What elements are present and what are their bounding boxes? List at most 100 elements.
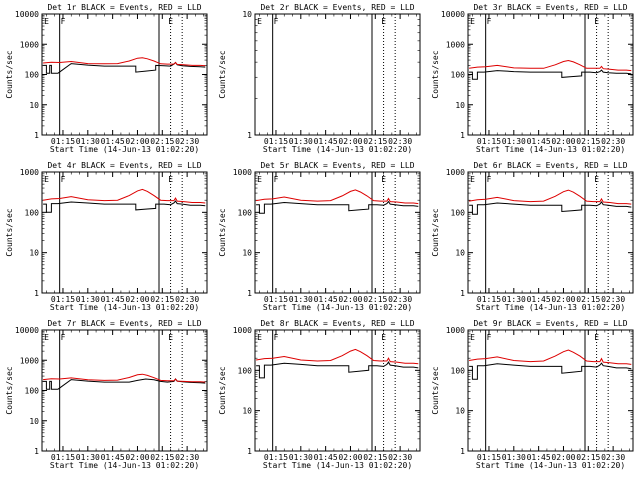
x-tick-label: 01:30 bbox=[502, 453, 526, 462]
marker-e: E bbox=[257, 17, 262, 26]
x-tick-label: 02:15 bbox=[576, 453, 600, 462]
marker-f: F bbox=[61, 175, 66, 184]
plot-frame bbox=[467, 329, 634, 452]
chart-det-7: Det 7r BLACK = Events, RED = LLD 1 10 100 10… bbox=[5, 319, 208, 470]
x-tick-label: 01:30 bbox=[289, 453, 313, 462]
y-tick-label: 10 bbox=[29, 417, 39, 426]
chart-title: Det 3r BLACK = Events, RED = LLD bbox=[473, 3, 627, 12]
y-tick-label: 100 bbox=[451, 71, 466, 80]
x-tick-label: 01:15 bbox=[264, 137, 288, 146]
x-tick-label: 01:45 bbox=[314, 295, 338, 304]
x-tick-label: 01:45 bbox=[101, 453, 125, 462]
events-series-line bbox=[43, 378, 206, 390]
x-tick-label: 01:30 bbox=[76, 295, 100, 304]
x-tick-label: 01:15 bbox=[264, 295, 288, 304]
lld-series-line bbox=[256, 189, 419, 205]
events-series-line bbox=[43, 61, 206, 74]
x-tick-label: 01:15 bbox=[51, 295, 75, 304]
events-series-line bbox=[43, 200, 206, 213]
marker-f: F bbox=[487, 175, 492, 184]
y-tick-label: 10000 bbox=[15, 10, 39, 19]
x-tick-label: 01:45 bbox=[527, 137, 551, 146]
x-tick-label: 01:30 bbox=[502, 295, 526, 304]
y-tick-label: 1000 bbox=[446, 40, 465, 49]
y-axis-label: Counts/sec bbox=[431, 366, 440, 414]
y-tick-label: 1 bbox=[34, 131, 39, 140]
marker-e: E bbox=[44, 17, 49, 26]
x-tick-label: 01:30 bbox=[289, 295, 313, 304]
marker-e: E bbox=[470, 333, 475, 342]
chart-title: Det 4r BLACK = Events, RED = LLD bbox=[47, 161, 201, 170]
x-axis-label: Start Time (14-Jun-13 01:02:20) bbox=[476, 145, 625, 154]
marker-e: E bbox=[44, 175, 49, 184]
x-axis-label: Start Time (14-Jun-13 01:02:20) bbox=[476, 303, 625, 312]
x-tick-label: 01:15 bbox=[51, 453, 75, 462]
x-tick-label: 02:15 bbox=[150, 137, 174, 146]
y-axis-label: Counts/sec bbox=[218, 208, 227, 256]
marker-e: E bbox=[168, 175, 173, 184]
events-series-line bbox=[256, 200, 419, 214]
x-tick-label: 02:00 bbox=[551, 453, 575, 462]
events-series-line bbox=[256, 361, 419, 379]
y-tick-label: 1000 bbox=[20, 356, 39, 365]
y-tick-label: 1000 bbox=[446, 326, 465, 335]
y-tick-label: 10000 bbox=[441, 10, 465, 19]
lld-series-line bbox=[469, 349, 632, 365]
y-tick-label: 10 bbox=[455, 101, 465, 110]
marker-f: F bbox=[274, 333, 279, 342]
x-axis-label: Start Time (14-Jun-13 01:02:20) bbox=[476, 461, 625, 470]
x-tick-label: 02:00 bbox=[338, 295, 362, 304]
lld-series-line bbox=[43, 188, 206, 204]
x-tick-label: 01:15 bbox=[477, 295, 501, 304]
x-tick-label: 02:15 bbox=[150, 453, 174, 462]
marker-f: F bbox=[487, 333, 492, 342]
marker-f: F bbox=[274, 17, 279, 26]
y-tick-label: 1000 bbox=[20, 168, 39, 177]
lld-series-line bbox=[469, 59, 632, 72]
x-tick-label: 01:15 bbox=[264, 453, 288, 462]
marker-e: E bbox=[594, 175, 599, 184]
chart-det-8: Det 8r BLACK = Events, RED = LLD 1 10 100 10… bbox=[218, 319, 421, 470]
chart-title: Det 2r BLACK = Events, RED = LLD bbox=[260, 3, 414, 12]
x-tick-label: 02:15 bbox=[363, 295, 387, 304]
y-tick-label: 1 bbox=[247, 131, 252, 140]
marker-e: E bbox=[381, 333, 386, 342]
chart-title: Det 6r BLACK = Events, RED = LLD bbox=[473, 161, 627, 170]
events-series-line bbox=[469, 69, 632, 80]
lld-series-line bbox=[469, 189, 632, 205]
marker-e: E bbox=[381, 175, 386, 184]
plot-frame bbox=[254, 13, 421, 136]
y-tick-label: 1000 bbox=[446, 168, 465, 177]
y-tick-label: 1000 bbox=[20, 40, 39, 49]
x-axis-label: Start Time (14-Jun-13 01:02:20) bbox=[50, 461, 199, 470]
marker-e: E bbox=[470, 17, 475, 26]
lld-series-line bbox=[43, 373, 206, 383]
y-tick-label: 10 bbox=[29, 249, 39, 258]
x-axis-label: Start Time (14-Jun-13 01:02:20) bbox=[50, 145, 199, 154]
x-tick-label: 01:30 bbox=[502, 137, 526, 146]
chart-title: Det 7r BLACK = Events, RED = LLD bbox=[47, 319, 201, 328]
marker-e: E bbox=[257, 333, 262, 342]
x-tick-label: 02:15 bbox=[576, 295, 600, 304]
x-tick-label: 01:45 bbox=[101, 295, 125, 304]
y-tick-label: 100 bbox=[451, 208, 466, 217]
marker-f: F bbox=[61, 17, 66, 26]
x-tick-label: 01:30 bbox=[76, 453, 100, 462]
y-tick-label: 1 bbox=[34, 289, 39, 298]
x-tick-label: 02:00 bbox=[125, 453, 149, 462]
lld-series-line bbox=[43, 57, 206, 67]
chart-title: Det 8r BLACK = Events, RED = LLD bbox=[260, 319, 414, 328]
y-tick-label: 1000 bbox=[233, 326, 252, 335]
y-axis-label: Counts/sec bbox=[218, 366, 227, 414]
y-tick-label: 100 bbox=[25, 387, 40, 396]
x-tick-label: 02:30 bbox=[601, 137, 625, 146]
x-tick-label: 01:30 bbox=[76, 137, 100, 146]
chart-det-3: Det 3r BLACK = Events, RED = LLD 1 10 100 10… bbox=[431, 3, 634, 154]
x-tick-label: 02:00 bbox=[125, 295, 149, 304]
x-axis-label: Start Time (14-Jun-13 01:02:20) bbox=[263, 303, 412, 312]
plot-frame bbox=[254, 329, 421, 452]
x-tick-label: 02:00 bbox=[551, 295, 575, 304]
y-tick-label: 1 bbox=[247, 447, 252, 456]
y-tick-label: 1 bbox=[460, 131, 465, 140]
